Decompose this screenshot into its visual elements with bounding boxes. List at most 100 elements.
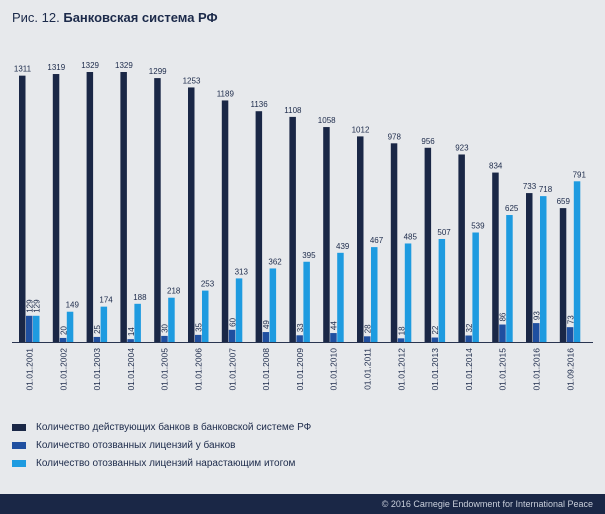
data-label-series3: 439	[336, 242, 350, 251]
bar-series3	[269, 268, 277, 342]
data-label-series3: 253	[201, 280, 215, 289]
bar-series3	[66, 311, 74, 342]
data-label-series2: 28	[364, 324, 373, 333]
bar-series3	[303, 261, 310, 342]
bar-series3	[202, 290, 209, 342]
x-tick-label: 01.01.2006	[194, 348, 204, 391]
data-label-series1: 956	[421, 137, 435, 146]
data-label-series2: 86	[499, 312, 508, 321]
data-label-series1: 1329	[115, 61, 133, 70]
x-tick-label: 01.01.2005	[160, 348, 170, 391]
bar-series2	[26, 315, 33, 342]
bar-series1	[559, 208, 567, 342]
data-label-series1: 1319	[47, 63, 65, 72]
data-label-series2: 93	[533, 311, 542, 320]
title-prefix: Рис. 12.	[12, 10, 60, 25]
bar-series2	[330, 333, 337, 342]
data-label-series1: 1299	[149, 67, 167, 76]
data-label-series3: 539	[471, 221, 485, 230]
data-label-series1: 1012	[352, 125, 370, 134]
data-label-series3: 362	[268, 257, 282, 266]
bar-series2	[465, 335, 472, 342]
x-tick-label: 01.01.2009	[295, 348, 305, 391]
x-tick-label: 01.01.2016	[532, 348, 542, 391]
bar-series2	[228, 329, 236, 342]
chart-title: Рис. 12. Банковская система РФ	[12, 10, 218, 25]
x-tick-label: 01.01.2001	[25, 348, 35, 391]
bar-series2	[127, 339, 134, 342]
bar-series3	[235, 278, 243, 342]
x-tick-label: 01.01.2002	[58, 348, 68, 391]
bar-series3	[438, 238, 446, 342]
bar-series3	[472, 232, 479, 342]
data-label-series2: 20	[59, 325, 68, 334]
bar-series1	[154, 78, 161, 342]
data-label-series1: 1058	[318, 116, 336, 125]
data-label-series3: 507	[437, 228, 451, 237]
data-label-series2: 33	[296, 323, 305, 332]
bar-series3	[506, 215, 513, 342]
data-label-series3: 718	[539, 185, 553, 194]
legend-swatch	[12, 459, 26, 467]
bar-series3	[33, 315, 40, 342]
data-label-series3: 218	[167, 287, 181, 296]
copyright-footer: © 2016 Carnegie Endowment for Internatio…	[0, 494, 605, 514]
bar-series1	[19, 75, 26, 342]
x-tick-label: 01.01.2003	[92, 348, 102, 391]
data-label-series1: 834	[489, 162, 503, 171]
bar-series2	[431, 337, 439, 342]
bar-series1	[188, 87, 195, 342]
data-label-series3: 174	[99, 296, 113, 305]
legend-item-2: Количество отозванных лицензий у банков	[12, 436, 311, 454]
legend-label: Количество отозванных лицензий у банков	[36, 439, 236, 451]
bar-series3	[134, 303, 141, 342]
data-label-series2: 30	[161, 323, 170, 332]
x-tick-label: 01.01.2010	[329, 348, 339, 391]
data-label-series2: 14	[127, 327, 136, 336]
bar-series2	[364, 336, 371, 342]
x-tick-label: 01.01.2014	[464, 348, 474, 391]
bar-series2	[59, 337, 67, 342]
bar-series1	[390, 143, 398, 342]
bar-series2	[499, 324, 506, 342]
bar-series1	[52, 74, 60, 342]
title-main: Банковская система РФ	[63, 10, 218, 25]
data-label-series2: 22	[431, 325, 440, 334]
legend-swatch	[12, 423, 26, 431]
data-label-series1: 733	[523, 182, 537, 191]
data-label-series3: 395	[302, 251, 316, 260]
data-label-series2: 35	[195, 322, 204, 331]
bar-series1	[289, 116, 296, 342]
bar-series3	[100, 306, 108, 342]
bar-series2	[262, 332, 270, 342]
bar-series1	[424, 147, 432, 342]
x-tick-label: 01.01.2015	[498, 348, 508, 391]
data-label-series2: 49	[262, 320, 271, 329]
data-label-series3: 149	[66, 301, 80, 310]
legend-swatch	[12, 441, 26, 449]
data-label-series3: 791	[573, 170, 587, 179]
legend-label: Количество действующих банков в банковск…	[36, 421, 312, 433]
bar-series3	[337, 252, 344, 342]
bar-series3	[573, 181, 581, 342]
chart-legend: Количество действующих банков в банковск…	[12, 418, 311, 472]
data-label-series3: 485	[404, 232, 418, 241]
bar-series1	[526, 193, 533, 342]
bar-series1	[323, 127, 330, 343]
x-tick-label: 01.01.2007	[227, 348, 237, 391]
data-label-series3: 467	[370, 236, 384, 245]
x-tick-label: 01.01.2004	[126, 348, 136, 391]
bar-series2	[195, 334, 202, 342]
data-label-series1: 1253	[183, 76, 201, 85]
data-label-series2: 32	[465, 323, 474, 332]
x-tick-label: 01.01.2008	[261, 348, 271, 391]
data-label-series2: 60	[228, 317, 237, 326]
data-label-series2: 18	[397, 326, 406, 335]
data-label-series3: 129	[33, 299, 42, 313]
bar-series3	[540, 196, 547, 342]
legend-label: Количество отозванных лицензий нарастающ…	[36, 457, 296, 469]
legend-item-3: Количество отозванных лицензий нарастающ…	[12, 454, 311, 472]
bar-series2	[566, 327, 574, 342]
x-tick-label: 01.01.2013	[430, 348, 440, 391]
